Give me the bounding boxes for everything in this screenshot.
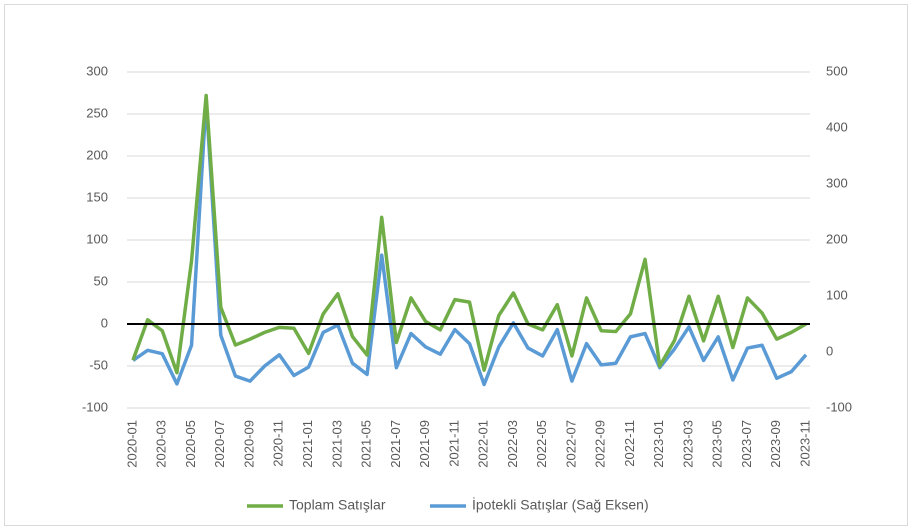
y-tick-label: 50: [94, 273, 108, 288]
x-tick-label: 2020-03: [154, 420, 169, 468]
x-tick-label: 2023-05: [710, 420, 725, 468]
x-tick-label: 2021-03: [329, 420, 344, 468]
y-tick-label: 200: [86, 147, 108, 162]
x-tick-label: 2022-01: [476, 420, 491, 468]
x-tick-label: 2022-11: [622, 420, 637, 467]
x-tick-label: 2021-07: [388, 420, 403, 468]
x-tick-label: 2022-09: [593, 420, 608, 468]
x-tick-label: 2023-09: [768, 420, 783, 468]
x-tick-label: 2022-05: [534, 420, 549, 468]
x-tick-label: 2023-01: [651, 420, 666, 468]
y-tick-label: -100: [82, 399, 108, 414]
x-tick-label: 2022-03: [505, 420, 520, 468]
y2-tick-label: 500: [826, 63, 848, 78]
x-tick-label: 2020-05: [183, 420, 198, 468]
legend-label: İpotekli Satışlar (Sağ Eksen): [472, 496, 649, 513]
x-tick-label: 2021-11: [446, 420, 461, 467]
legend-label: Toplam Satışlar: [289, 497, 386, 513]
chart-frame: [4, 4, 908, 526]
x-tick-label: 2021-09: [417, 420, 432, 468]
y2-tick-label: 400: [826, 119, 848, 134]
y2-tick-label: -100: [826, 399, 852, 414]
x-tick-label: 2020-07: [212, 420, 227, 468]
y-tick-label: 300: [86, 63, 108, 78]
y2-tick-label: 300: [826, 175, 848, 190]
x-tick-label: 2023-07: [739, 420, 754, 468]
y-tick-label: -50: [89, 357, 108, 372]
y2-tick-label: 100: [826, 287, 848, 302]
x-tick-label: 2020-11: [271, 420, 286, 467]
x-tick-label: 2020-09: [241, 420, 256, 468]
x-tick-label: 2023-03: [680, 420, 695, 468]
y2-tick-label: 0: [826, 343, 833, 358]
y2-tick-label: 200: [826, 231, 848, 246]
x-tick-label: 2023-11: [797, 420, 812, 467]
x-tick-label: 2020-01: [124, 420, 139, 468]
y-tick-label: 100: [86, 231, 108, 246]
x-tick-label: 2022-07: [563, 420, 578, 468]
y-tick-label: 250: [86, 105, 108, 120]
y-tick-label: 0: [101, 315, 108, 330]
x-tick-label: 2021-01: [300, 420, 315, 468]
series-line: [131, 93, 807, 375]
y-tick-label: 150: [86, 189, 108, 204]
series-line: [132, 98, 808, 387]
x-tick-label: 2021-05: [359, 420, 374, 468]
